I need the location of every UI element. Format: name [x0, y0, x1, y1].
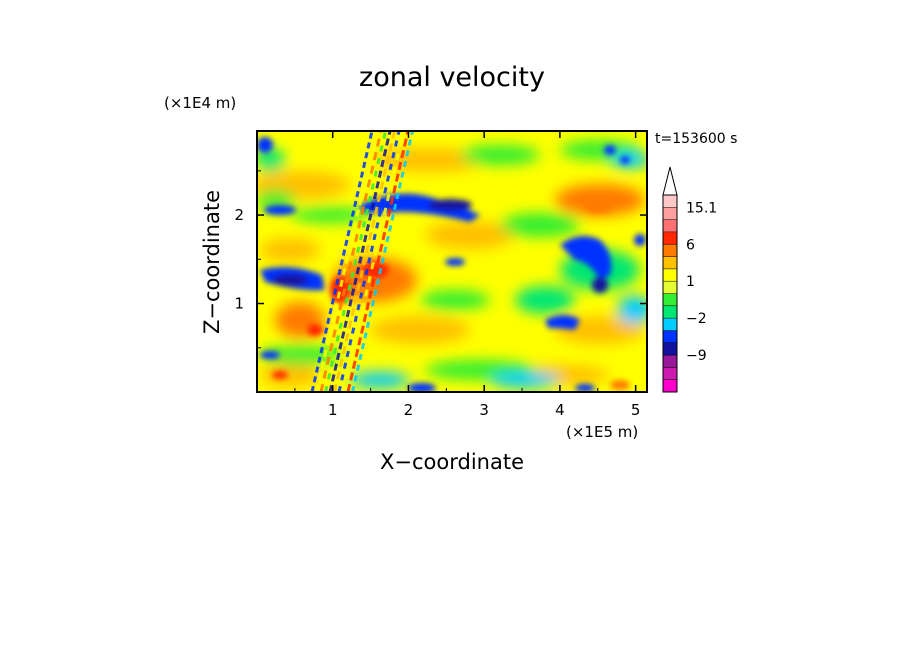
wave-stripe	[324, 131, 387, 392]
colorbar: 15.1 6 1 −2 −9	[662, 166, 717, 393]
colorbar-swatch	[663, 207, 677, 220]
wave-stripe	[351, 131, 414, 392]
y-axis: 12	[234, 170, 647, 349]
colorbar-swatch	[663, 305, 677, 319]
colorbar-swatch	[663, 367, 677, 380]
chart-title: zonal velocity	[359, 62, 545, 93]
colorbar-swatch	[663, 219, 677, 233]
wave-stripe	[337, 131, 401, 392]
colorbar-swatch	[663, 256, 677, 270]
colorbar-tick-label: −9	[686, 348, 707, 364]
colorbar-swatch	[663, 268, 677, 282]
wave-band	[310, 131, 414, 392]
wave-stripe	[315, 131, 378, 392]
colorbar-swatch	[663, 379, 677, 393]
colorbar-swatch	[663, 342, 677, 356]
y-tick-label: 2	[234, 206, 244, 224]
wave-stripe	[310, 131, 374, 392]
colorbar-tick-label: 6	[686, 237, 695, 253]
x-axis-label: X−coordinate	[380, 450, 524, 474]
plot-frame	[256, 130, 648, 393]
x-unit-label: (×1E5 m)	[566, 423, 638, 441]
x-tick-label: 1	[328, 401, 338, 419]
colorbar-tick-label: −2	[686, 311, 707, 327]
wave-stripe	[342, 131, 405, 392]
colorbar-swatch	[663, 281, 677, 294]
velocity-field	[257, 131, 647, 392]
colorbar-swatch	[663, 318, 677, 331]
x-tick-label: 2	[404, 401, 414, 419]
colorbar-swatch	[663, 355, 677, 368]
colorbar-tick-label: 1	[686, 274, 695, 290]
x-tick-label: 4	[555, 401, 565, 419]
wave-stripe	[328, 131, 392, 392]
colorbar-tick-label: 15.1	[686, 200, 717, 216]
wave-stripe	[319, 131, 383, 392]
x-tick-label: 5	[631, 401, 641, 419]
x-axis: 1 2 3 4 5	[294, 131, 641, 419]
colorbar-swatch	[663, 195, 677, 208]
colorbar-swatch	[663, 244, 677, 257]
colorbar-swatch	[663, 293, 677, 307]
colorbar-swatch	[663, 231, 677, 245]
wave-stripe	[333, 131, 396, 392]
y-axis-label: Z−coordinate	[200, 190, 224, 334]
time-label: t=153600 s	[655, 131, 737, 147]
y-tick-label: 1	[234, 295, 244, 313]
y-unit-label: (×1E4 m)	[164, 94, 236, 112]
colorbar-extend-arrow	[662, 166, 678, 196]
wave-stripe	[346, 131, 410, 392]
colorbar-swatch	[663, 330, 677, 344]
x-tick-label: 3	[479, 401, 489, 419]
